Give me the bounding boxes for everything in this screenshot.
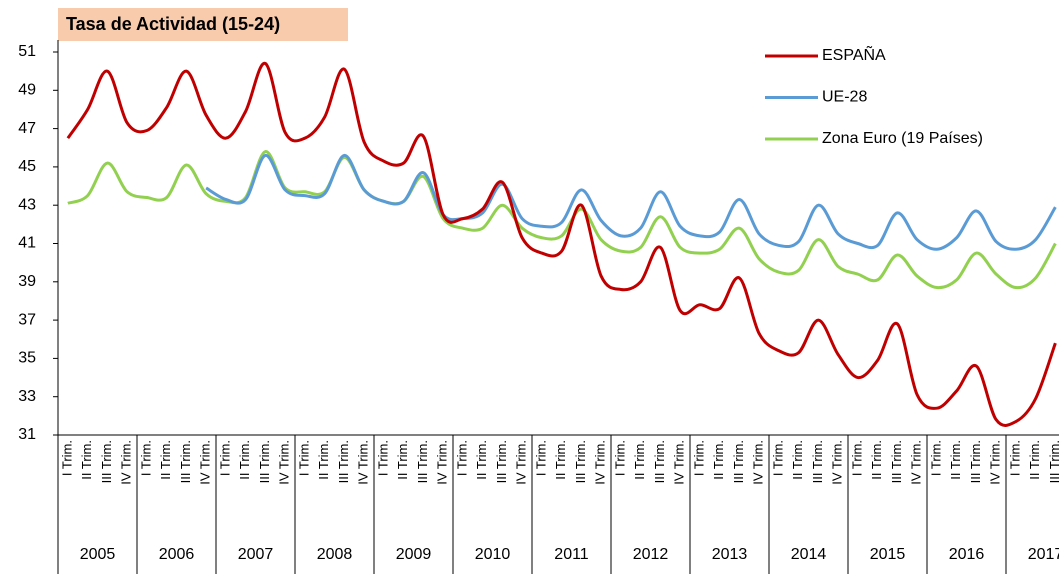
x-tick-label: II Trim. [948, 440, 963, 480]
x-tick-label: III Trim. [968, 440, 983, 483]
x-tick-label: III Trim. [652, 440, 667, 483]
series-line [67, 150, 1057, 290]
x-tick-label: II Trim. [158, 440, 173, 480]
x-tick-label: IV Trim. [198, 440, 213, 485]
legend-label: ESPAÑA [822, 44, 886, 64]
x-tick-label: III Trim. [99, 440, 114, 483]
year-label: 2009 [396, 546, 432, 563]
x-tick-label: IV Trim. [830, 440, 845, 485]
x-tick-label: I Trim. [533, 440, 548, 476]
x-tick-label: IV Trim. [119, 440, 134, 485]
year-label: 2014 [791, 546, 827, 563]
x-tick-label: I Trim. [691, 440, 706, 476]
y-tick-label: 37 [18, 311, 36, 328]
x-tick-label: II Trim. [79, 440, 94, 480]
year-label: 2010 [475, 546, 511, 563]
year-label: 2006 [159, 546, 195, 563]
x-tick-label: II Trim. [1027, 440, 1042, 480]
x-tick-label: III Trim. [810, 440, 825, 483]
x-tick-label: II Trim. [711, 440, 726, 480]
y-tick-label: 49 [18, 82, 36, 99]
legend-label: Zona Euro (19 Países) [822, 130, 983, 147]
y-tick-label: 33 [18, 388, 36, 405]
year-label: 2017 [1028, 546, 1059, 563]
x-tick-label: III Trim. [415, 440, 430, 483]
series-line [205, 153, 1057, 251]
x-tick-label: IV Trim. [277, 440, 292, 485]
x-tick-label: II Trim. [869, 440, 884, 480]
x-tick-label: I Trim. [59, 440, 74, 476]
x-tick-label: II Trim. [790, 440, 805, 480]
year-label: 2007 [238, 546, 274, 563]
x-tick-label: III Trim. [336, 440, 351, 483]
x-tick-label: III Trim. [731, 440, 746, 483]
x-tick-label: I Trim. [770, 440, 785, 476]
y-tick-label: 31 [18, 426, 36, 443]
y-tick-label: 39 [18, 273, 36, 290]
title-box [58, 8, 348, 41]
x-tick-label: III Trim. [178, 440, 193, 483]
y-tick-label: 43 [18, 196, 36, 213]
y-tick-label: 47 [18, 120, 36, 137]
x-tick-label: I Trim. [1007, 440, 1022, 476]
x-tick-label: III Trim. [494, 440, 509, 483]
series-line [66, 61, 1057, 427]
year-label: 2015 [870, 546, 906, 563]
x-tick-label: III Trim. [573, 440, 588, 483]
y-tick-label: 45 [18, 158, 36, 175]
x-tick-label: II Trim. [632, 440, 647, 480]
x-tick-label: IV Trim. [988, 440, 1003, 485]
x-tick-label: II Trim. [237, 440, 252, 480]
x-tick-label: II Trim. [474, 440, 489, 480]
x-tick-label: IV Trim. [751, 440, 766, 485]
y-tick-label: 41 [18, 235, 36, 252]
x-tick-label: I Trim. [296, 440, 311, 476]
x-tick-label: IV Trim. [909, 440, 924, 485]
x-tick-label: IV Trim. [672, 440, 687, 485]
x-tick-label: IV Trim. [514, 440, 529, 485]
x-tick-label: I Trim. [217, 440, 232, 476]
year-label: 2005 [80, 546, 116, 563]
x-tick-label: III Trim. [1047, 440, 1059, 483]
x-tick-label: IV Trim. [435, 440, 450, 485]
year-label: 2013 [712, 546, 748, 563]
legend-label: UE-28 [822, 89, 867, 106]
x-tick-label: II Trim. [316, 440, 331, 480]
year-label: 2008 [317, 546, 353, 563]
x-tick-label: III Trim. [889, 440, 904, 483]
x-tick-label: II Trim. [553, 440, 568, 480]
chart-title: Tasa de Actividad (15-24) [66, 14, 280, 34]
x-tick-label: III Trim. [257, 440, 272, 483]
year-label: 2016 [949, 546, 985, 563]
year-label: 2011 [554, 546, 589, 563]
y-tick-label: 51 [18, 43, 36, 60]
x-tick-label: IV Trim. [356, 440, 371, 485]
x-tick-label: I Trim. [138, 440, 153, 476]
x-tick-label: IV Trim. [593, 440, 608, 485]
x-tick-label: I Trim. [454, 440, 469, 476]
x-tick-label: I Trim. [612, 440, 627, 476]
x-tick-label: II Trim. [395, 440, 410, 480]
year-label: 2012 [633, 546, 669, 563]
x-tick-label: I Trim. [375, 440, 390, 476]
x-tick-label: I Trim. [928, 440, 943, 476]
y-tick-label: 35 [18, 350, 36, 367]
x-tick-label: I Trim. [849, 440, 864, 476]
